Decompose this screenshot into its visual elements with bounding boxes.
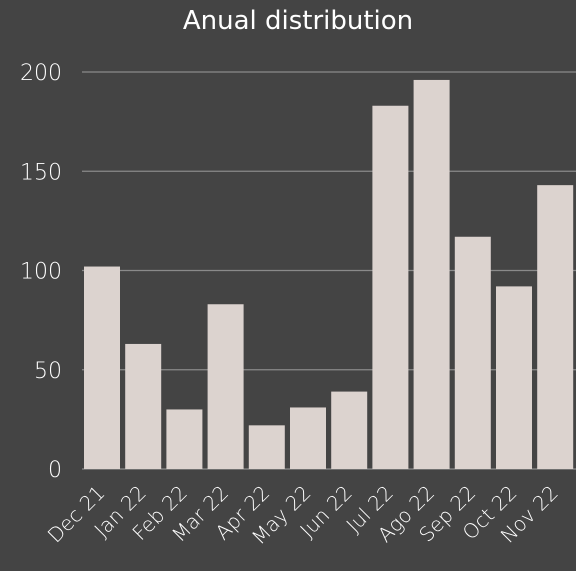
bar-sep-22 [454, 236, 491, 469]
bar-jun-22 [331, 391, 368, 469]
bar-apr-22 [248, 425, 285, 469]
y-tick-label: 0 [48, 458, 62, 483]
bar-oct-22 [496, 286, 532, 469]
bar-ago-22 [413, 79, 450, 469]
grid-lines [82, 71, 576, 470]
y-axis-ticks: 0 50 100 150 200 [20, 61, 62, 483]
bar-nov-22 [537, 185, 574, 469]
y-tick-label: 150 [20, 160, 62, 185]
bars [84, 79, 574, 470]
bar-may-22 [290, 407, 326, 469]
y-tick-label: 200 [20, 61, 62, 86]
bar-feb-22 [166, 409, 203, 469]
bar-jan-22 [125, 343, 162, 469]
bar-dec-21 [84, 266, 120, 469]
bar-jul-22 [372, 105, 409, 470]
y-tick-label: 50 [34, 359, 62, 384]
bar-mar-22 [207, 304, 244, 469]
y-tick-label: 100 [20, 260, 62, 285]
chart-title: Anual distribution [182, 6, 414, 36]
